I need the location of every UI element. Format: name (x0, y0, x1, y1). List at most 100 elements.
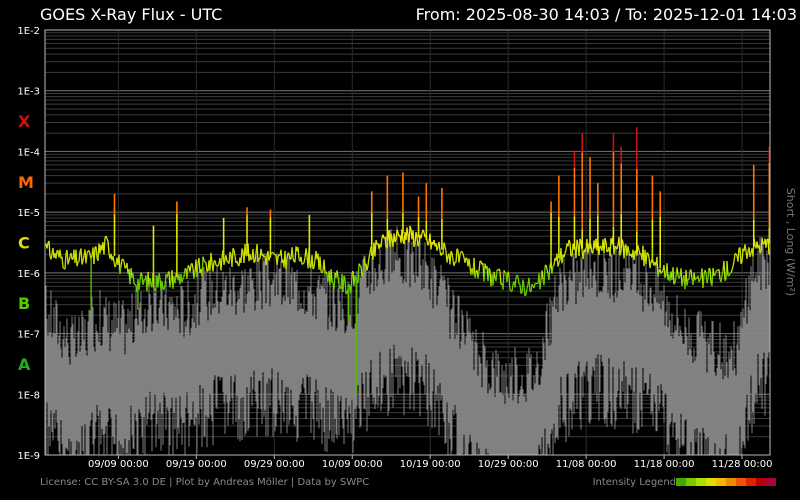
legend-swatch (716, 478, 726, 486)
long-series-segment (765, 239, 768, 248)
long-series-segment (614, 245, 617, 248)
long-series-segment (478, 260, 481, 272)
long-series-segment (337, 277, 340, 286)
long-series-segment (384, 237, 387, 248)
long-series-segment (273, 253, 276, 256)
long-series-segment (450, 250, 453, 254)
long-series-segment (412, 230, 415, 247)
flare-class-x: X (18, 112, 31, 131)
long-series-segment (240, 248, 243, 264)
long-series-segment (495, 269, 498, 281)
long-series-segment (623, 245, 626, 259)
long-series-segment (661, 270, 664, 273)
long-series-segment (708, 267, 711, 270)
long-series-segment (70, 252, 73, 260)
long-series-segment (546, 269, 549, 274)
long-series-segment (436, 246, 439, 251)
long-series-segment (187, 264, 190, 267)
x-tick-label: 11/28 00:00 (712, 459, 773, 470)
long-series-segment (253, 260, 256, 264)
long-series-segment (646, 252, 649, 254)
long-series-segment (67, 260, 70, 265)
long-series-segment (212, 260, 215, 272)
long-series-segment (408, 225, 411, 243)
long-series-segment (584, 249, 587, 253)
long-series-segment (519, 284, 522, 294)
long-series-segment (294, 246, 297, 263)
long-series-segment (590, 245, 593, 254)
x-tick-label: 10/19 00:00 (400, 459, 461, 470)
long-series-segment (103, 237, 106, 255)
long-series-segment (291, 247, 294, 258)
long-series-segment (163, 284, 166, 290)
long-series-segment (664, 275, 667, 278)
long-series-segment (709, 269, 712, 283)
long-series-segment (563, 252, 566, 258)
long-series-segment (660, 271, 663, 275)
long-series-segment (285, 259, 288, 270)
long-series-segment (458, 254, 461, 263)
long-series-segment (420, 233, 423, 239)
long-series-segment (186, 265, 189, 279)
long-series-segment (220, 257, 223, 271)
long-series-segment (465, 257, 468, 259)
long-series-segment (604, 238, 607, 243)
long-series-segment (287, 252, 290, 255)
long-series-segment (95, 246, 98, 258)
long-series-segment (487, 268, 490, 282)
long-series-segment (333, 272, 336, 290)
long-series-segment (579, 238, 582, 242)
long-series-segment (229, 251, 232, 255)
long-series-segment (656, 256, 659, 277)
long-series-segment (551, 265, 554, 274)
long-series-segment (331, 281, 334, 284)
y-tick-label: 1E-3 (17, 87, 40, 98)
long-series-segment (459, 251, 462, 255)
short-series (45, 226, 770, 455)
y-tick-label: 1E-2 (17, 26, 40, 37)
long-series-segment (706, 277, 709, 284)
long-series-segment (456, 248, 459, 251)
long-series-segment (231, 248, 234, 267)
long-series-segment (78, 251, 81, 262)
long-series-segment (122, 258, 125, 262)
long-series-segment (605, 242, 608, 252)
long-series-segment (627, 245, 630, 253)
x-tick-label: 09/19 00:00 (166, 459, 227, 470)
long-series-segment (380, 237, 383, 248)
long-series-segment (474, 271, 477, 278)
flare-class-m: M (18, 173, 34, 192)
legend-swatch (726, 478, 736, 486)
long-series-segment (723, 260, 726, 281)
long-series-segment (702, 275, 705, 289)
long-series-segment (134, 283, 137, 286)
long-series-segment (533, 283, 536, 289)
long-series-segment (149, 277, 152, 286)
long-series-segment (138, 280, 141, 290)
legend-swatch (676, 478, 686, 486)
long-series-segment (201, 256, 204, 277)
long-series-segment (280, 249, 283, 263)
long-series-segment (637, 245, 640, 251)
y-tick-label: 1E-9 (17, 451, 40, 462)
long-series-segment (498, 268, 501, 272)
long-series-segment (499, 271, 502, 285)
long-series-segment (714, 270, 717, 276)
long-series-segment (741, 248, 744, 263)
long-series-segment (64, 253, 67, 270)
long-series-segment (455, 248, 458, 263)
long-series-segment (363, 258, 366, 266)
long-series-segment (520, 292, 523, 295)
long-series-segment (503, 270, 506, 274)
long-series-segment (59, 249, 62, 259)
long-series-segment (613, 246, 616, 255)
long-series-segment (236, 260, 239, 265)
long-series-segment (516, 274, 519, 278)
long-series-segment (244, 243, 247, 256)
long-series-segment (493, 271, 496, 279)
long-series-segment (319, 256, 322, 272)
long-series-segment (81, 260, 84, 265)
long-series-segment (249, 254, 252, 261)
long-series-segment (76, 261, 79, 267)
long-series-segment (526, 284, 529, 289)
